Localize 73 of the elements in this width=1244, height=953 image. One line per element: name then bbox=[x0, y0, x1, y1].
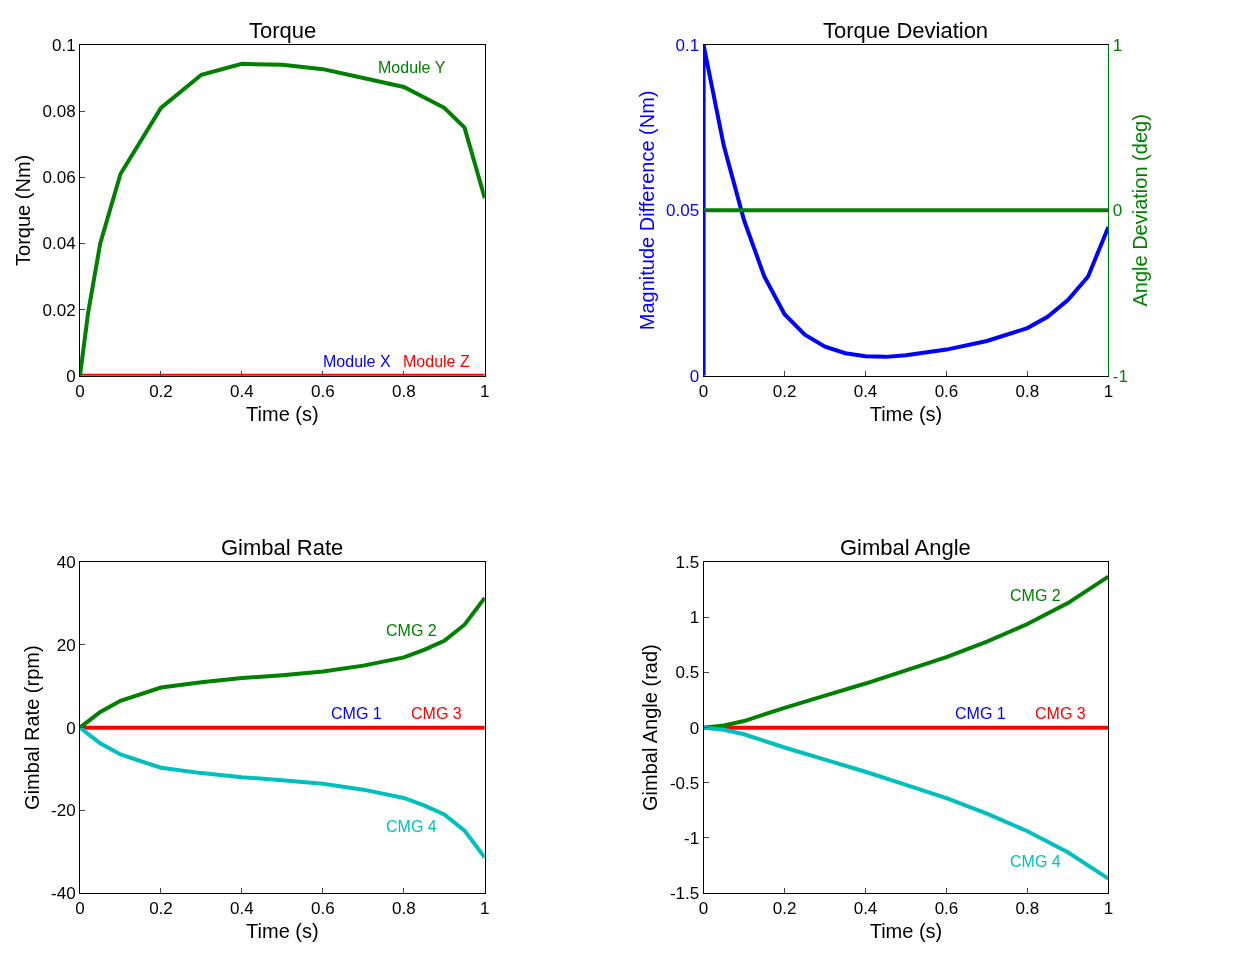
x-tick-label: 1 bbox=[1103, 899, 1114, 919]
x-tick-label: 0.6 bbox=[934, 899, 959, 919]
chart-title: Gimbal Angle bbox=[840, 535, 971, 560]
y-tick-label: 40 bbox=[56, 553, 76, 573]
y-tick-label: 0 bbox=[66, 366, 76, 386]
x-tick-label: 0.6 bbox=[934, 382, 959, 402]
line-series bbox=[703, 574, 1109, 730]
y-tick-label: 0.1 bbox=[675, 35, 700, 55]
series-label: CMG 2 bbox=[386, 622, 437, 639]
x-tick-label: 0.8 bbox=[1015, 899, 1040, 919]
y-tick-label: 0.04 bbox=[42, 234, 76, 254]
y-tick-label: 0 bbox=[66, 718, 76, 738]
x-tick-label: 0.8 bbox=[392, 899, 416, 919]
y-tick-label: 0.5 bbox=[675, 663, 700, 683]
line-series bbox=[703, 725, 1109, 881]
x-tick-label: 0.6 bbox=[311, 382, 335, 402]
y2-tick-label: -1 bbox=[1112, 366, 1128, 386]
x-tick-label: 0.4 bbox=[853, 899, 878, 919]
x-tick-label: 1 bbox=[480, 899, 490, 919]
line-series bbox=[80, 595, 485, 730]
y2-axis-title: Angle Deviation (deg) bbox=[1129, 114, 1152, 307]
series-label: Module Z bbox=[403, 353, 470, 370]
chart-title: Torque Deviation bbox=[823, 18, 989, 43]
chart-title: Gimbal Rate bbox=[221, 535, 344, 560]
line-series bbox=[80, 61, 485, 376]
x-axis-title: Time (s) bbox=[246, 402, 319, 425]
y-tick-label: 0 bbox=[689, 718, 700, 738]
series-label: Module Y bbox=[378, 59, 446, 76]
x-axis-title: Time (s) bbox=[869, 919, 943, 942]
y-tick-label: 0.05 bbox=[666, 201, 700, 221]
y-tick-label: -1.5 bbox=[669, 883, 700, 903]
x-tick-label: 0.8 bbox=[392, 382, 416, 402]
y-tick-label: 0.06 bbox=[42, 168, 76, 188]
y-tick-label: -0.5 bbox=[669, 773, 700, 793]
y-tick-label: 0.1 bbox=[51, 35, 76, 55]
x-tick-label: 0.2 bbox=[149, 382, 173, 402]
x-tick-label: 0.8 bbox=[1015, 382, 1040, 402]
x-tick-label: 0.2 bbox=[772, 899, 797, 919]
series-label: CMG 4 bbox=[1010, 853, 1061, 870]
x-tick-label: 0.2 bbox=[149, 899, 173, 919]
y-tick-label: 0.08 bbox=[42, 102, 76, 122]
legend-label: Module X bbox=[323, 353, 391, 370]
y-axis-title: Magnitude Difference (Nm) bbox=[635, 90, 658, 331]
series-label: CMG 3 bbox=[411, 705, 462, 722]
y-axis-title: Gimbal Angle (rad) bbox=[639, 644, 662, 812]
x-tick-label: 0.2 bbox=[772, 382, 797, 402]
chart-title: Torque bbox=[249, 18, 317, 43]
y-axis-title: Gimbal Rate (rpm) bbox=[20, 645, 43, 810]
y-tick-label: 0 bbox=[689, 366, 700, 386]
legend-label: CMG 1 bbox=[331, 705, 382, 722]
y-tick-label: 1 bbox=[689, 608, 700, 628]
line-series bbox=[80, 725, 485, 860]
x-tick-label: 1 bbox=[480, 382, 490, 402]
series-label: CMG 3 bbox=[1035, 705, 1086, 722]
y2-tick-label: 1 bbox=[1112, 35, 1123, 55]
series-label: CMG 2 bbox=[1010, 587, 1061, 604]
y-tick-label: 0.02 bbox=[42, 300, 76, 320]
x-tick-label: 0.4 bbox=[230, 899, 254, 919]
y2-tick-label: 0 bbox=[1112, 201, 1123, 221]
y-tick-label: -1 bbox=[684, 828, 700, 848]
y-tick-label: -20 bbox=[51, 801, 76, 821]
y-axis-title: Torque (Nm) bbox=[12, 154, 35, 266]
x-tick-label: 0.4 bbox=[230, 382, 254, 402]
x-axis-title: Time (s) bbox=[246, 919, 319, 942]
series-label: CMG 4 bbox=[386, 818, 437, 835]
y-tick-label: 1.5 bbox=[675, 553, 700, 573]
y-tick-label: -40 bbox=[51, 883, 76, 903]
x-tick-label: 1 bbox=[1103, 382, 1114, 402]
x-tick-label: 0.4 bbox=[853, 382, 878, 402]
legend-label: CMG 1 bbox=[955, 705, 1006, 722]
y-tick-label: 20 bbox=[56, 635, 76, 655]
x-axis-title: Time (s) bbox=[869, 402, 943, 425]
x-tick-label: 0.6 bbox=[311, 899, 335, 919]
